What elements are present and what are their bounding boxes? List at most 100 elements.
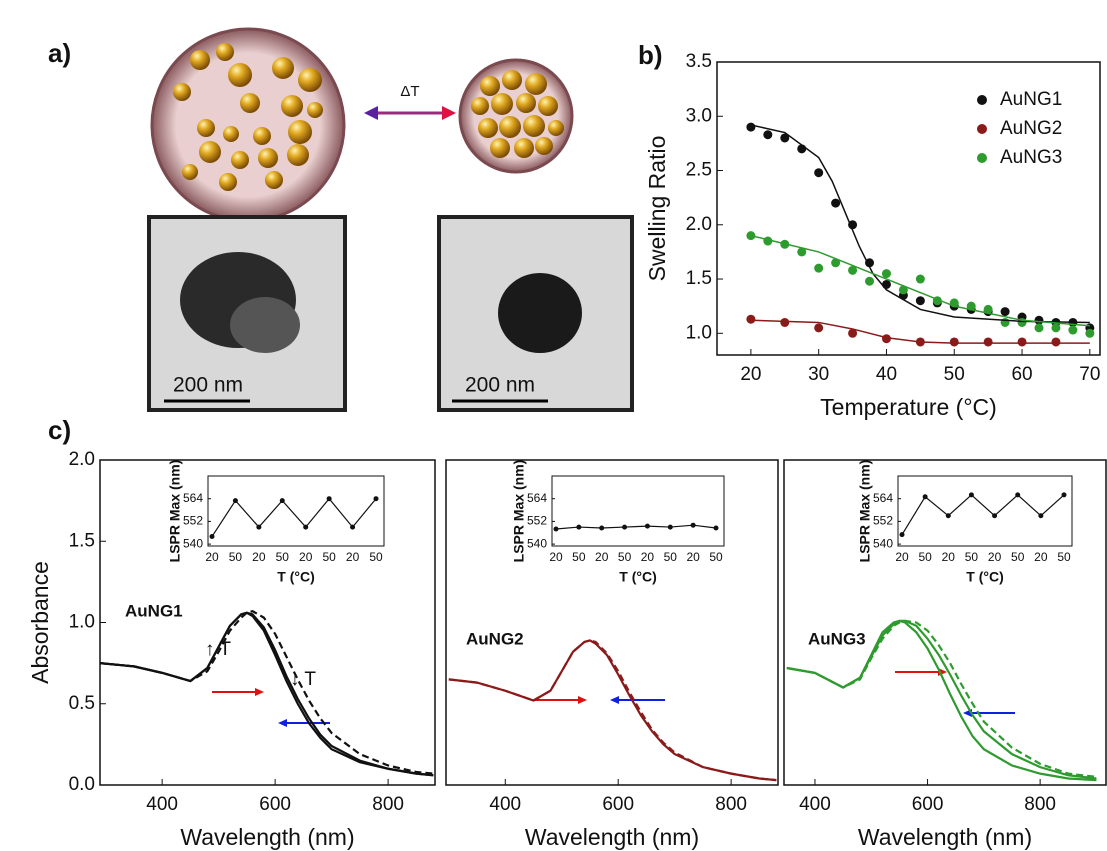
x-tick-label: 20 (346, 550, 360, 564)
x-tick-label: 50 (918, 550, 932, 564)
data-point (915, 296, 925, 306)
data-point (966, 301, 976, 311)
y-tick-label: 2.0 (69, 449, 95, 470)
inset-point (1015, 492, 1021, 498)
x-tick-label: 60 (1011, 364, 1032, 385)
series-label: AuNG3 (808, 629, 866, 648)
x-axis-label: T (°C) (277, 569, 314, 585)
spectrum-line (786, 619, 1097, 780)
inset-point (256, 524, 262, 530)
plot-frame (99, 459, 436, 786)
x-tick-label: 40 (876, 364, 897, 385)
x-tick-label: 800 (1024, 794, 1056, 815)
y-tick-label: 1.5 (686, 268, 712, 289)
inset-point (644, 523, 650, 529)
data-point (848, 220, 858, 230)
data-point (915, 274, 925, 284)
scale-bar-label: 200 nm (173, 374, 243, 397)
data-point (763, 130, 773, 140)
data-point (1000, 307, 1010, 317)
x-tick-label: 600 (259, 794, 291, 815)
annotation: ↓ T (290, 669, 316, 690)
data-point (780, 317, 790, 327)
data-point (1000, 317, 1010, 327)
x-tick-label: 400 (489, 794, 521, 815)
inset-line (555, 524, 717, 530)
inset-point (232, 498, 238, 504)
fit-line (750, 124, 1090, 324)
inset-point (209, 534, 215, 540)
y-tick-label: 564 (183, 491, 203, 505)
y-tick-label: 2.5 (686, 160, 712, 181)
x-tick-label: 20 (205, 550, 219, 564)
y-tick-label: 540 (873, 536, 893, 550)
y-tick-label: 540 (527, 536, 547, 550)
data-point (831, 258, 841, 268)
inset-point (553, 526, 559, 532)
spectrum-line (99, 611, 434, 777)
x-tick-label: 20 (988, 550, 1002, 564)
inset-point (373, 496, 379, 502)
x-tick-label: 400 (799, 794, 831, 815)
y-axis-label: LSPR Max (nm) (167, 460, 183, 563)
inset-point (690, 522, 696, 528)
data-point (1085, 328, 1095, 338)
x-tick-label: 50 (229, 550, 243, 564)
data-point (881, 279, 891, 289)
data-point (1051, 337, 1061, 347)
x-tick-label: 50 (664, 550, 678, 564)
inset-point (945, 513, 951, 519)
plot-frame (207, 475, 385, 547)
inset-point (992, 513, 998, 519)
data-point (983, 304, 993, 314)
data-point (848, 328, 858, 338)
x-tick-label: 50 (572, 550, 586, 564)
y-tick-label: 552 (873, 514, 893, 528)
x-axis-label: Wavelength (nm) (858, 824, 1032, 850)
data-point (983, 337, 993, 347)
x-axis-label: T (°C) (619, 569, 656, 585)
legend-marker (977, 95, 987, 105)
y-tick-label: 552 (183, 514, 203, 528)
transition-label: ΔT (400, 83, 419, 100)
data-point (1068, 325, 1078, 335)
plot-frame (716, 61, 1101, 356)
data-point (881, 269, 891, 279)
inset-point (1038, 513, 1044, 519)
y-tick-label: 3.0 (686, 105, 712, 126)
inset-point (303, 524, 309, 530)
data-point (898, 285, 908, 295)
x-tick-label: 400 (146, 794, 178, 815)
spectrum-line (99, 609, 434, 775)
data-point (746, 314, 756, 324)
y-tick-label: 1.5 (69, 530, 95, 551)
x-tick-label: 50 (709, 550, 723, 564)
inset-point (713, 525, 719, 531)
data-point (949, 337, 959, 347)
plot-frame (445, 459, 779, 786)
plot-frame (783, 459, 1107, 786)
x-tick-label: 800 (715, 794, 747, 815)
x-tick-label: 20 (299, 550, 313, 564)
data-point (1051, 323, 1061, 333)
x-axis-label: Wavelength (nm) (180, 824, 354, 850)
x-tick-label: 50 (965, 550, 979, 564)
inset-line (211, 497, 377, 537)
plot-frame (551, 475, 725, 547)
data-point (780, 133, 790, 143)
x-tick-label: 600 (602, 794, 634, 815)
y-tick-label: 1.0 (69, 612, 95, 633)
y-tick-label: 2.0 (686, 214, 712, 235)
data-point (797, 247, 807, 257)
x-tick-label: 20 (252, 550, 266, 564)
x-tick-label: 50 (944, 364, 965, 385)
x-tick-label: 50 (1057, 550, 1071, 564)
inset-point (968, 492, 974, 498)
data-point (865, 276, 875, 286)
data-point (814, 263, 824, 273)
x-tick-label: 20 (895, 550, 909, 564)
collapsed-nanogel (458, 58, 574, 174)
inset-line (901, 494, 1065, 535)
plot-frame (897, 475, 1073, 547)
